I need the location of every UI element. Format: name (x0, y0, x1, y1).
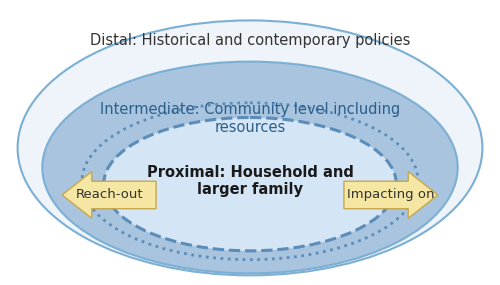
Text: Reach-out: Reach-out (76, 188, 143, 201)
Text: Distal: Historical and contemporary policies: Distal: Historical and contemporary poli… (90, 32, 410, 48)
Text: Proximal: Household and
larger family: Proximal: Household and larger family (146, 165, 354, 198)
FancyArrow shape (344, 172, 438, 218)
Ellipse shape (42, 62, 458, 273)
Text: Impacting on: Impacting on (347, 188, 434, 201)
FancyArrow shape (62, 172, 156, 218)
Ellipse shape (18, 21, 482, 275)
Ellipse shape (104, 117, 397, 251)
Text: Intermediate: Community level including
resources: Intermediate: Community level including … (100, 102, 400, 135)
